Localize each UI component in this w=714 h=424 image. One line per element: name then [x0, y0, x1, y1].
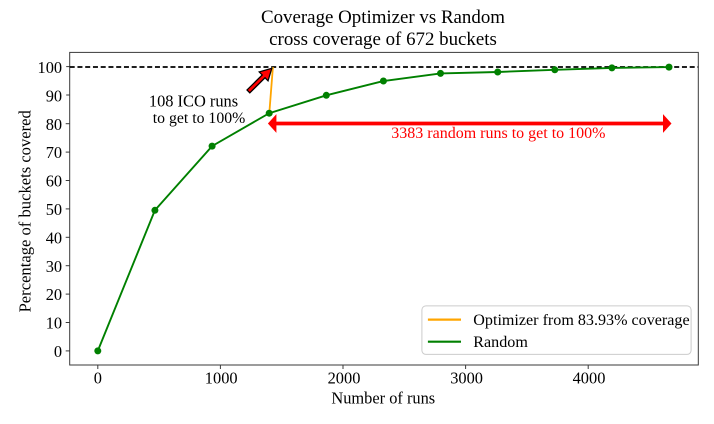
svg-text:80: 80 — [46, 115, 62, 134]
svg-text:3000: 3000 — [450, 369, 483, 388]
svg-text:Coverage Optimizer vs Random: Coverage Optimizer vs Random — [261, 7, 505, 28]
svg-text:100: 100 — [38, 58, 63, 77]
svg-text:Random: Random — [473, 334, 528, 351]
svg-text:3383 random runs to get to 100: 3383 random runs to get to 100% — [391, 125, 605, 142]
svg-text:20: 20 — [46, 285, 62, 304]
svg-text:70: 70 — [46, 143, 62, 162]
svg-text:50: 50 — [46, 200, 62, 219]
svg-text:60: 60 — [46, 172, 62, 191]
svg-text:10: 10 — [46, 314, 62, 333]
svg-text:Percentage of buckets covered: Percentage of buckets covered — [15, 109, 34, 312]
svg-text:40: 40 — [46, 228, 62, 247]
svg-text:2000: 2000 — [328, 369, 361, 388]
svg-text:to get to 100%: to get to 100% — [153, 110, 246, 127]
svg-text:Optimizer from 83.93% coverage: Optimizer from 83.93% coverage — [473, 312, 689, 329]
svg-text:cross coverage of 672 buckets: cross coverage of 672 buckets — [269, 29, 497, 50]
svg-text:4000: 4000 — [573, 369, 606, 388]
svg-text:30: 30 — [46, 257, 62, 276]
svg-text:90: 90 — [46, 86, 62, 105]
svg-text:0: 0 — [54, 342, 62, 361]
svg-text:108 ICO runs: 108 ICO runs — [149, 92, 238, 111]
svg-text:1000: 1000 — [205, 369, 238, 388]
svg-text:0: 0 — [94, 369, 102, 388]
svg-text:Number of runs: Number of runs — [331, 389, 435, 408]
